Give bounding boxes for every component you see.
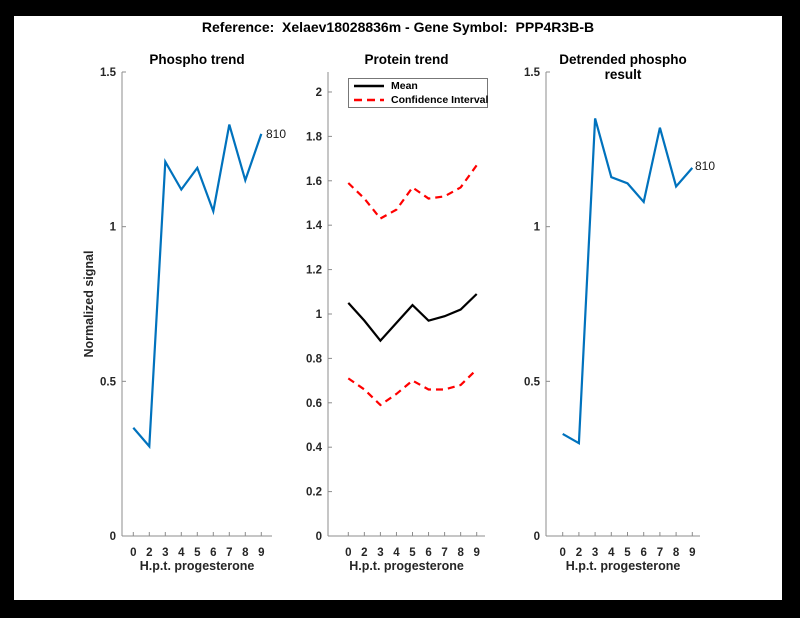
x-tick-label: 6 [640, 547, 646, 559]
x-tick-label: 2 [576, 547, 582, 559]
legend-label-ci: Confidence Interval [391, 94, 489, 106]
series-line-mean [347, 293, 478, 343]
legend-row-mean: Mean [349, 79, 487, 93]
y-tick-label: 0 [316, 531, 322, 543]
y-tick-label: 1.5 [524, 67, 541, 79]
y-tick-label: 0 [534, 531, 540, 543]
x-tick-label: 3 [377, 547, 383, 559]
x-tick-label: 5 [624, 547, 631, 559]
x-tick-label: 0 [345, 547, 351, 559]
x-tick-label: 0 [130, 547, 136, 559]
x-tick-label: 3 [162, 547, 168, 559]
y-tick-label: 0.5 [100, 376, 117, 388]
subplot3-x-label: H.p.t. progesterone [565, 559, 681, 573]
y-tick-label: 1.6 [306, 176, 322, 188]
subplot3-endpoint-label: 810 [695, 159, 716, 173]
legend-label-mean: Mean [391, 80, 418, 92]
y-tick-label: 0.2 [306, 487, 322, 499]
y-tick-label: 1 [110, 222, 117, 234]
subplot-3: 00.511.50 2 3 4 5 6 7 8 9 [524, 67, 700, 559]
x-tick-label: 3 [592, 547, 598, 559]
y-tick-label: 0.6 [306, 398, 322, 410]
x-tick-label: 6 [425, 547, 431, 559]
x-tick-label: 4 [178, 547, 185, 559]
x-tick-label: 4 [393, 547, 400, 559]
x-tick-label: 2 [146, 547, 152, 559]
y-tick-label: 1 [316, 309, 323, 321]
x-tick-label: 5 [409, 547, 416, 559]
ci-dashed-line-sample-icon [354, 98, 384, 102]
x-tick-label: 5 [194, 547, 201, 559]
figure-area: Reference: Xelaev18028836m - Gene Symbol… [14, 16, 782, 600]
series-line-confidence-interval [347, 164, 478, 220]
figure-title: Reference: Xelaev18028836m - Gene Symbol… [201, 19, 595, 35]
series-line-confidence-interval [347, 368, 478, 407]
y-tick-label: 0.8 [306, 353, 323, 365]
x-tick-label: 9 [473, 547, 479, 559]
x-tick-label: 2 [361, 547, 367, 559]
subplot2-x-label: H.p.t. progesterone [349, 559, 464, 573]
y-tick-label: 0 [110, 531, 116, 543]
series-line-810 [132, 124, 263, 450]
y-tick-label: 1.5 [100, 67, 117, 79]
x-tick-label: 9 [258, 547, 264, 559]
x-tick-label: 9 [689, 547, 695, 559]
x-tick-label: 7 [226, 547, 232, 559]
x-tick-label: 7 [441, 547, 447, 559]
y-tick-label: 0.5 [524, 376, 541, 388]
y-tick-label: 0.4 [306, 442, 323, 454]
y-tick-label: 1.4 [306, 220, 323, 232]
subplot3-title: Detrended phospho result [559, 52, 687, 82]
y-tick-label: 2 [316, 87, 322, 99]
x-tick-label: 6 [210, 547, 216, 559]
y-tick-label: 1 [534, 222, 541, 234]
subplot-1: 00.511.50 2 3 4 5 6 7 8 9 [100, 67, 272, 559]
x-tick-label: 8 [673, 547, 680, 559]
x-tick-label: 4 [608, 547, 615, 559]
x-tick-label: 8 [242, 547, 249, 559]
x-tick-label: 8 [457, 547, 464, 559]
subplot1-title: Phospho trend [149, 52, 245, 67]
legend-box: Mean Confidence Interval [348, 78, 488, 108]
mean-line-sample-icon [354, 84, 384, 88]
x-tick-label: 0 [559, 547, 565, 559]
subplot2-title: Protein trend [364, 52, 449, 67]
y-tick-label: 1.2 [306, 265, 322, 277]
subplot-2: 00.20.40.60.811.21.41.61.820 2 3 4 5 6 7 8 9 [306, 72, 485, 559]
series-line-810 [562, 118, 694, 446]
y-tick-label: 1.8 [306, 131, 323, 143]
subplot1-x-label: H.p.t. progesterone [139, 559, 255, 573]
subplot1-endpoint-label: 810 [266, 127, 287, 141]
x-tick-label: 7 [657, 547, 663, 559]
legend-row-ci: Confidence Interval [349, 93, 489, 107]
plots-canvas: 00.511.50 2 3 4 5 6 7 8 900.20.40.60.811.21.41.6… [100, 67, 700, 559]
